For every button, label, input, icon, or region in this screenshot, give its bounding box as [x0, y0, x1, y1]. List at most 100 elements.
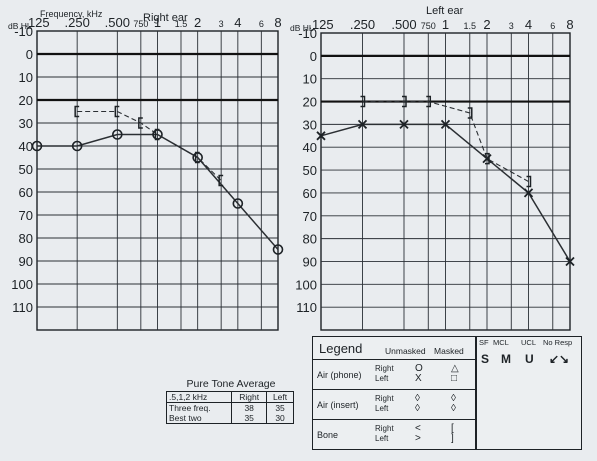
left-point-x	[440, 119, 451, 130]
left-ytick-label: 90	[303, 254, 317, 269]
right-ylabel: dB HL	[8, 21, 32, 31]
right-point-bracket	[154, 128, 160, 141]
pta-row1-label: Three freq.	[169, 403, 211, 413]
left-point-bracket	[467, 107, 473, 119]
left-point-x	[523, 188, 534, 198]
right-point-bracket	[114, 105, 120, 118]
left-point-bracket	[426, 95, 432, 108]
legend-side-left: Left	[375, 404, 389, 413]
legend-row-name: Air (phone)	[317, 370, 362, 380]
right-series-line	[37, 133, 279, 250]
legend-col-unmasked: Unmasked	[385, 346, 426, 356]
left-point-bracket	[485, 152, 490, 165]
legend-symbol-left-unmasked: >	[415, 433, 421, 444]
left-ytick-label: 0	[310, 49, 317, 64]
right-ytick-label: 70	[19, 208, 33, 223]
right-point-bracket	[194, 151, 200, 164]
right-ytick-label: 110	[12, 300, 33, 315]
legend-symbol-left-masked: ◊	[451, 403, 456, 414]
pta-table: .5,1,2 kHz Right Left Three freq. Best t…	[165, 391, 294, 424]
left-xtick-label: 6	[550, 21, 555, 31]
left-xtick-label: .125	[308, 17, 333, 32]
right-xtick-label: 750	[133, 19, 148, 29]
left-ear-title: Left ear	[426, 5, 464, 17]
left-ytick-label: 20	[303, 95, 317, 110]
pta-right-best: 35	[244, 413, 254, 423]
left-ytick-label: -10	[298, 26, 317, 41]
left-xtick-label: 3	[509, 21, 514, 31]
legend-row-name: Bone	[317, 430, 339, 440]
legend-box: Legend Unmasked Masked Air (phone) Right…	[312, 336, 476, 450]
left-ytick-label: 110	[296, 300, 317, 315]
legend-row-name: Air (insert)	[317, 400, 359, 410]
left-xtick-label: 2	[483, 17, 490, 32]
right-xtick-label: 3	[219, 19, 224, 29]
right-point-bracket	[218, 174, 224, 187]
sf-col-ucl: UCL	[521, 338, 537, 347]
right-ytick-label: 0	[26, 47, 33, 62]
left-point-x	[565, 256, 575, 267]
right-ytick-label: 30	[19, 116, 33, 131]
right-point-o	[112, 129, 123, 140]
legend-symbol-left-unmasked: ◊	[415, 403, 420, 414]
right-xtick-label: 8	[274, 15, 281, 30]
right-xlabel: Frequency, kHz	[40, 9, 103, 19]
left-xtick-label: 4	[525, 17, 532, 32]
left-xtick-label: 8	[566, 17, 573, 32]
right-ytick-label: 80	[19, 231, 33, 246]
sf-symbol-s: S	[481, 352, 490, 366]
left-point-x	[316, 131, 326, 141]
right-xtick-label: 1	[154, 15, 161, 30]
sf-symbol-noresp: ↙↘	[549, 352, 570, 366]
pta-left-three: 35	[275, 403, 285, 413]
left-xtick-label: 1	[442, 17, 449, 32]
right-xtick-label: 1.5	[175, 19, 188, 29]
right-point-bracket	[74, 105, 80, 118]
left-ytick-label: 50	[303, 163, 317, 178]
right-point-bracket	[138, 117, 143, 129]
left-point-bracket	[526, 175, 532, 188]
left-xtick-label: 1.5	[464, 21, 477, 31]
right-ytick-label: 100	[11, 277, 33, 292]
right-xtick-label: .500	[105, 15, 130, 30]
legend-row-air-insert: Air (insert) Right Left ◊ ◊ ◊ ◊	[313, 389, 475, 420]
right-ear-title: Right ear	[143, 12, 188, 24]
left-point-x	[357, 119, 368, 130]
left-ytick-label: 10	[303, 72, 317, 87]
sf-response-box: SF MCL UCL No Resp S M U ↙↘	[476, 336, 582, 450]
legend-symbol-right-masked: [	[451, 423, 454, 434]
legend-symbol-right-unmasked: <	[415, 423, 421, 434]
right-point-o	[31, 140, 43, 152]
right-xtick-label: 6	[259, 19, 264, 29]
right-ytick-label: 60	[19, 185, 33, 200]
pta-col-left: Left	[266, 391, 294, 403]
right-ytick-label: 20	[19, 93, 33, 108]
right-xtick-label: 4	[234, 15, 241, 30]
right-point-o	[232, 198, 244, 209]
right-series-line	[77, 110, 222, 181]
legend-symbol-left-masked: □	[451, 373, 458, 384]
right-ytick-label: 10	[19, 70, 33, 85]
legend-side-left: Left	[375, 434, 389, 443]
right-ytick-label: -10	[14, 24, 33, 39]
left-xtick-label: 750	[421, 21, 436, 31]
right-xtick-label: .250	[65, 15, 90, 30]
left-ytick-label: 60	[303, 186, 317, 201]
legend-columns: Unmasked Masked	[385, 346, 464, 356]
pta-left-best: 30	[275, 413, 285, 423]
right-xtick-label: .125	[24, 15, 49, 30]
right-ytick-label: 40	[19, 139, 33, 154]
pta-row2-label: Best two	[169, 413, 202, 423]
pta-col-right: Right	[231, 391, 268, 403]
right-xtick-label: 2	[194, 15, 201, 30]
sf-col-mcl: MCL	[493, 338, 509, 347]
pta-row-labels: Three freq. Best two	[165, 402, 233, 424]
pta-title: Pure Tone Average	[186, 378, 276, 390]
legend-col-masked: Masked	[434, 346, 464, 356]
pure-tone-average: Pure Tone Average .5,1,2 kHz Right Left …	[165, 378, 296, 424]
left-ylabel: dB HL	[290, 23, 314, 33]
left-ytick-label: 100	[295, 277, 317, 292]
legend-side-right: Right	[375, 364, 394, 373]
right-point-o	[71, 140, 83, 152]
